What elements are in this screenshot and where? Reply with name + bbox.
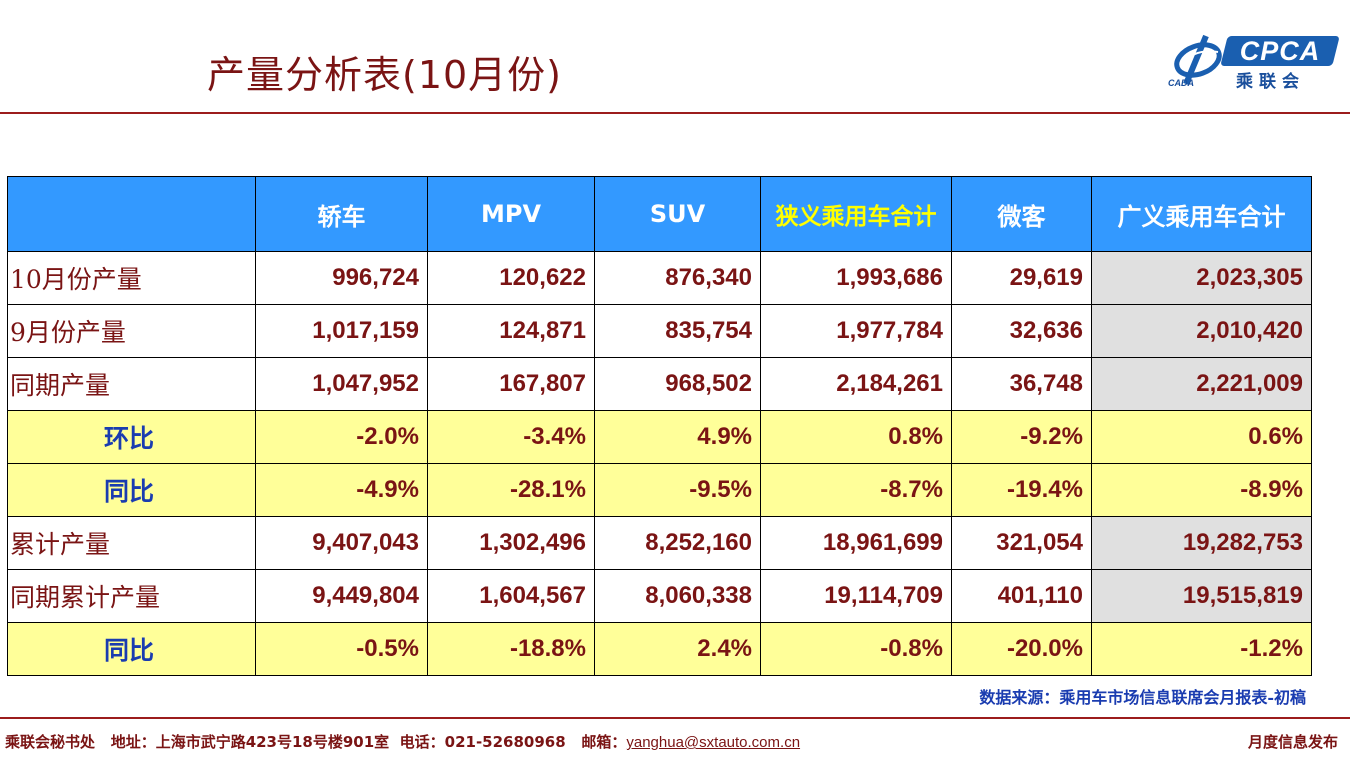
- table-cell: -9.5%: [594, 463, 761, 517]
- header-cell-suv: SUV: [594, 176, 761, 252]
- table-cell: 4.9%: [594, 410, 761, 464]
- header-cell-broad-total: 广义乘用车合计: [1091, 176, 1312, 252]
- table-row: 10月份产量 996,724 120,622 876,340 1,993,686 29,6…: [7, 251, 1312, 305]
- table-cell: -0.5%: [255, 622, 428, 676]
- table-cell: -8.9%: [1091, 463, 1312, 517]
- footer-address: 地址：上海市武宁路423号18号楼901室: [110, 733, 390, 751]
- table-row: 9月份产量 1,017,159 124,871 835,754 1,977,784 32,…: [7, 304, 1312, 358]
- footer-divider: [0, 717, 1350, 719]
- table-cell: 124,871: [427, 304, 595, 358]
- table-cell: 0.8%: [760, 410, 952, 464]
- table-cell: -18.8%: [427, 622, 595, 676]
- table-cell: 19,114,709: [760, 569, 952, 623]
- table-header-row: 轿车 MPV SUV 狭义乘用车合计 微客 广义乘用车合计: [7, 176, 1312, 252]
- table-cell: -1.2%: [1091, 622, 1312, 676]
- row-label: 10月份产量: [7, 251, 256, 305]
- footer-email-link[interactable]: yanghua@sxtauto.com.cn: [626, 734, 801, 751]
- row-label: 同期产量: [7, 357, 256, 411]
- logo-cpca-badge: CPCA: [1220, 36, 1340, 66]
- table-cell: 36,748: [951, 357, 1092, 411]
- table-cell: -9.2%: [951, 410, 1092, 464]
- header-divider: [0, 112, 1350, 114]
- table-cell: 968,502: [594, 357, 761, 411]
- header-cell-minivan: 微客: [951, 176, 1092, 252]
- table-cell: -19.4%: [951, 463, 1092, 517]
- table-cell: -28.1%: [427, 463, 595, 517]
- table-cell: 401,110: [951, 569, 1092, 623]
- table-cell: 1,604,567: [427, 569, 595, 623]
- table-cell: 19,515,819: [1091, 569, 1312, 623]
- data-source-note: 数据来源：乘用车市场信息联席会月报表-初稿: [979, 688, 1306, 707]
- table-cell: 876,340: [594, 251, 761, 305]
- table-row: 环比 -2.0% -3.4% 4.9% 0.8% -9.2% 0.6%: [7, 410, 1312, 464]
- header-cell-sedan: 轿车: [255, 176, 428, 252]
- table-cell: 9,449,804: [255, 569, 428, 623]
- production-table: 轿车 MPV SUV 狭义乘用车合计 微客 广义乘用车合计 10月份产量 996,…: [7, 176, 1312, 676]
- cada-emblem-icon: [1174, 34, 1222, 86]
- cpca-logo: CADA CPCA 乘联会: [1166, 34, 1342, 92]
- footer-email-label: 邮箱：: [581, 733, 627, 751]
- header-cell-mpv: MPV: [427, 176, 595, 252]
- table-cell: 8,252,160: [594, 516, 761, 570]
- table-cell: 996,724: [255, 251, 428, 305]
- table-cell: 1,047,952: [255, 357, 428, 411]
- table-row: 累计产量 9,407,043 1,302,496 8,252,160 18,961,69…: [7, 516, 1312, 570]
- footer-phone: 电话：021-52680968: [399, 733, 566, 751]
- table-cell: 8,060,338: [594, 569, 761, 623]
- row-label: 累计产量: [7, 516, 256, 570]
- table-cell: -8.7%: [760, 463, 952, 517]
- table-row: 同比 -4.9% -28.1% -9.5% -8.7% -19.4% -8.9%: [7, 463, 1312, 517]
- table-cell: 1,017,159: [255, 304, 428, 358]
- table-cell: 29,619: [951, 251, 1092, 305]
- table-cell: -2.0%: [255, 410, 428, 464]
- footer-org: 乘联会秘书处: [5, 733, 96, 751]
- table-cell: 0.6%: [1091, 410, 1312, 464]
- table-cell: 167,807: [427, 357, 595, 411]
- table-cell: 19,282,753: [1091, 516, 1312, 570]
- row-label: 同期累计产量: [7, 569, 256, 623]
- table-row: 同期累计产量 9,449,804 1,604,567 8,060,338 19,114,…: [7, 569, 1312, 623]
- footer-release-note: 月度信息发布: [1247, 733, 1338, 751]
- table-cell: 2,010,420: [1091, 304, 1312, 358]
- logo-sub-text: CADA: [1168, 78, 1194, 88]
- table-cell: 2.4%: [594, 622, 761, 676]
- table-cell: 2,023,305: [1091, 251, 1312, 305]
- header-cell-narrow-total: 狭义乘用车合计: [760, 176, 952, 252]
- table-row: 同比 -0.5% -18.8% 2.4% -0.8% -20.0% -1.2%: [7, 622, 1312, 676]
- row-label: 环比: [7, 410, 256, 464]
- footer-contact: 乘联会秘书处 地址：上海市武宁路423号18号楼901室 电话：021-5268…: [5, 731, 800, 752]
- page-title: 产量分析表(10月份): [207, 53, 563, 97]
- row-label: 同比: [7, 463, 256, 517]
- row-label: 9月份产量: [7, 304, 256, 358]
- header-cell-blank: [7, 176, 256, 252]
- table-cell: 9,407,043: [255, 516, 428, 570]
- logo-brand-text: CPCA: [1239, 36, 1321, 66]
- table-cell: 321,054: [951, 516, 1092, 570]
- table-cell: -20.0%: [951, 622, 1092, 676]
- logo-cn-text: 乘联会: [1236, 72, 1305, 92]
- table-cell: 1,302,496: [427, 516, 595, 570]
- table-cell: 1,993,686: [760, 251, 952, 305]
- table-cell: -0.8%: [760, 622, 952, 676]
- table-cell: 32,636: [951, 304, 1092, 358]
- table-cell: 835,754: [594, 304, 761, 358]
- table-cell: 2,221,009: [1091, 357, 1312, 411]
- table-cell: 18,961,699: [760, 516, 952, 570]
- table-cell: 2,184,261: [760, 357, 952, 411]
- table-cell: -4.9%: [255, 463, 428, 517]
- table-cell: 1,977,784: [760, 304, 952, 358]
- table-row: 同期产量 1,047,952 167,807 968,502 2,184,261 36,7…: [7, 357, 1312, 411]
- row-label: 同比: [7, 622, 256, 676]
- table-cell: -3.4%: [427, 410, 595, 464]
- table-cell: 120,622: [427, 251, 595, 305]
